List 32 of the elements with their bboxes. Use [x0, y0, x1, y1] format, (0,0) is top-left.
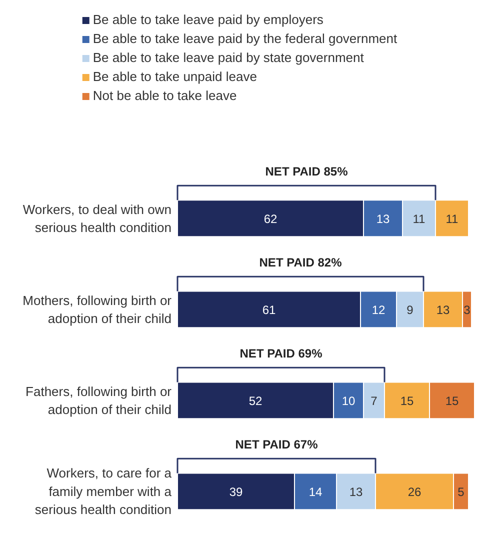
data-label: 13 [349, 484, 363, 499]
data-label: 62 [264, 212, 278, 226]
y-tick-label: Fathers, following birth or adoption of their child [26, 384, 172, 418]
y-tick-label: Workers, to care for a family member with a serious health condition [34, 466, 172, 518]
data-label: 13 [376, 212, 390, 226]
data-label: 39 [229, 484, 243, 499]
data-label: 26 [408, 484, 422, 499]
data-label: 14 [308, 484, 322, 499]
legend-label: Not be able to take leave [92, 88, 237, 103]
data-label: 10 [342, 394, 356, 408]
data-label: 52 [248, 394, 262, 408]
data-label: 61 [262, 302, 276, 317]
data-label: 15 [445, 394, 459, 408]
legend-label: Be able to take leave paid by the federal government [92, 31, 398, 46]
annotation: NET PAID 69% [240, 346, 323, 360]
data-label: 13 [436, 302, 450, 317]
data-label: 11 [412, 212, 426, 226]
annotation: NET PAID 67% [235, 437, 318, 452]
data-label: 7 [370, 394, 378, 408]
y-tick-label: Workers, to deal with own serious health condition [22, 202, 172, 235]
legend-label: Be able to take leave paid by state government [92, 50, 364, 65]
annotation: NET PAID 85% [265, 164, 348, 178]
data-label: 5 [458, 484, 465, 499]
data-label: 15 [400, 394, 414, 408]
legend-label: Be able to take leave paid by employers [92, 12, 324, 27]
data-label: 9 [406, 302, 414, 317]
annotation: NET PAID 82% [259, 255, 342, 270]
y-tick-label: Mothers, following birth or adoption of their child [22, 292, 172, 326]
data-label: 12 [372, 302, 386, 317]
legend-label: Be able to take unpaid leave [92, 69, 257, 84]
data-label: 11 [446, 212, 459, 226]
data-label: 3 [464, 302, 471, 317]
